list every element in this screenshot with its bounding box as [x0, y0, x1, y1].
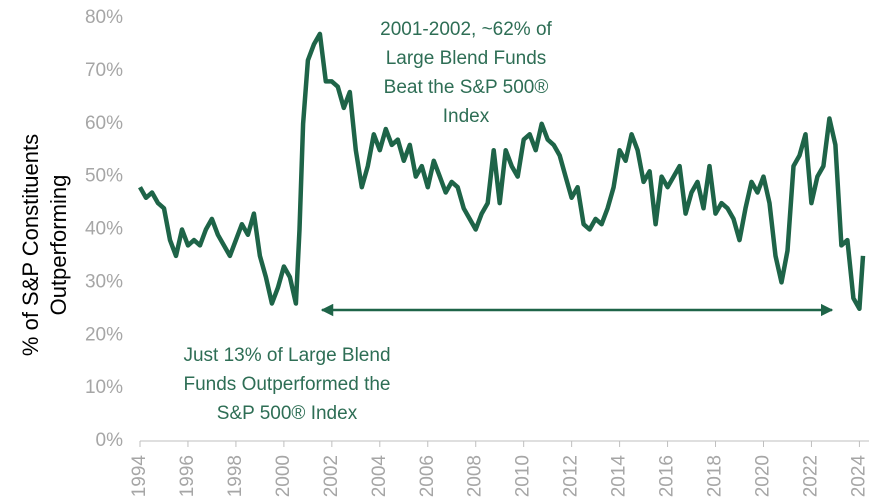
- x-tick-label: 2008: [465, 455, 486, 497]
- y-tick-label: 40%: [85, 219, 123, 240]
- y-tick-label: 60%: [85, 113, 123, 134]
- x-tick-label: 1994: [129, 455, 150, 498]
- y-tick-label: 10%: [85, 377, 123, 398]
- x-tick-label: 2004: [369, 455, 390, 498]
- y-axis-title: % of S&P Constituents Outperforming: [18, 134, 71, 356]
- x-tick-label: 2000: [273, 455, 294, 497]
- y-tick-label: 0%: [96, 430, 124, 451]
- x-tick-label: 2016: [657, 455, 678, 497]
- annotation-line: Beat the S&P 500®: [384, 77, 549, 98]
- x-tick-label: 1996: [177, 455, 198, 497]
- annotation-line: Just 13% of Large Blend: [183, 345, 390, 366]
- y-tick-label: 50%: [85, 166, 123, 187]
- x-tick-label: 2002: [321, 455, 342, 497]
- x-tick-label: 2020: [753, 455, 774, 497]
- annotation-line: Funds Outperformed the: [184, 374, 391, 395]
- y-tick-label: 20%: [85, 324, 123, 345]
- y-tick-label: 70%: [85, 60, 123, 81]
- x-tick-label: 2018: [705, 455, 726, 497]
- x-tick-label: 2014: [609, 455, 630, 498]
- y-tick-label: 30%: [85, 271, 123, 292]
- annotation-line: Large Blend Funds: [386, 48, 547, 69]
- x-tick-label: 2010: [513, 455, 534, 497]
- y-axis-title-line: Outperforming: [46, 175, 71, 316]
- annotation-line: S&P 500® Index: [217, 403, 358, 424]
- annotation-line: Index: [443, 106, 490, 127]
- x-tick-label: 2024: [848, 455, 869, 498]
- x-tick-label: 2006: [417, 455, 438, 497]
- y-tick-label: 80%: [85, 7, 123, 28]
- data-line: [138, 31, 866, 312]
- annotation-line: 2001-2002, ~62% of: [380, 19, 552, 40]
- x-tick-label: 2012: [561, 455, 582, 497]
- y-axis-title-line: % of S&P Constituents: [18, 134, 43, 356]
- x-tick-label: 2022: [800, 455, 821, 497]
- x-tick-label: 1998: [225, 455, 246, 497]
